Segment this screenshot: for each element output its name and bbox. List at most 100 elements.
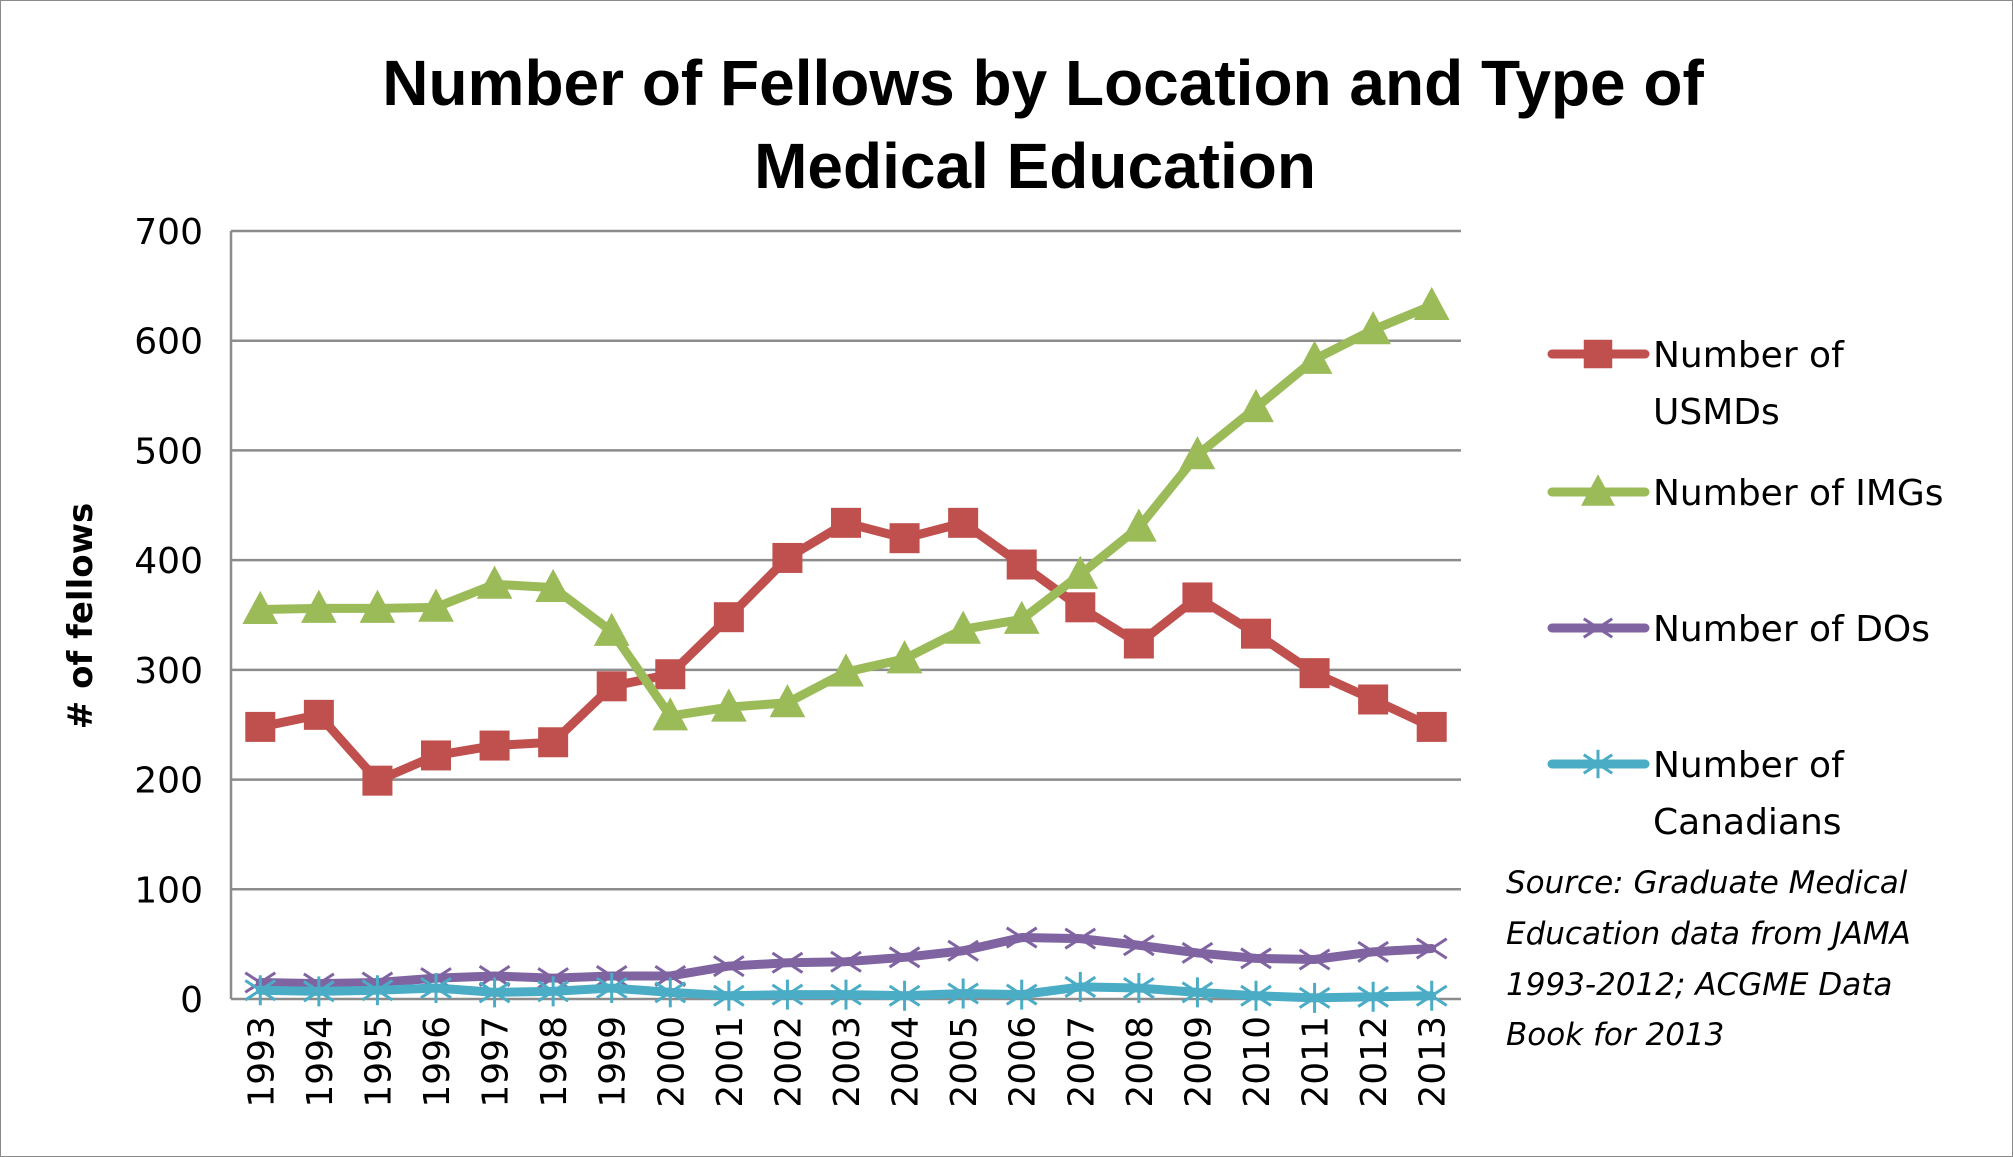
square-marker — [831, 507, 861, 538]
x-marker — [1064, 927, 1097, 950]
star-marker — [1298, 982, 1331, 1013]
triangle-marker — [769, 684, 806, 718]
x-marker — [1005, 926, 1038, 949]
square-marker — [1123, 628, 1154, 659]
x-tick-label: 1993 — [241, 1016, 282, 1108]
x-marker — [713, 955, 745, 978]
legend-label: Number of — [1653, 335, 1845, 376]
star-marker — [1005, 979, 1038, 1010]
y-tick-label: 600 — [134, 322, 203, 363]
legend-label: Canadians — [1653, 802, 1842, 843]
star-marker — [420, 973, 452, 1004]
legend-label: Number of DOs — [1653, 609, 1930, 650]
legend-label: Number of IMGs — [1653, 473, 1944, 514]
x-tick-label: 2006 — [1003, 1016, 1044, 1108]
square-marker — [772, 542, 803, 573]
square-marker — [1416, 711, 1447, 742]
x-marker — [947, 939, 979, 962]
triangle-marker — [886, 640, 923, 674]
star-marker — [595, 973, 628, 1004]
x-marker — [1582, 617, 1614, 639]
square-marker — [421, 740, 451, 771]
x-tick-label: 2011 — [1296, 1016, 1337, 1108]
square-marker — [303, 699, 334, 730]
x-marker — [1415, 937, 1448, 960]
square-marker — [1182, 582, 1213, 613]
x-tick-label: 1998 — [534, 1016, 575, 1108]
triangle-marker — [593, 612, 630, 646]
square-marker — [1241, 618, 1271, 649]
x-tick-label: 1994 — [300, 1016, 341, 1108]
x-marker — [1240, 947, 1272, 970]
triangle-marker — [476, 565, 513, 599]
x-tick-label: 1995 — [358, 1016, 399, 1108]
x-tick-label: 2008 — [1120, 1016, 1161, 1108]
square-marker — [713, 602, 744, 633]
x-marker — [1181, 941, 1214, 964]
triangle-marker — [652, 697, 689, 731]
series-number-of-canadians — [244, 971, 1448, 1013]
legend-label: Number of — [1653, 745, 1845, 786]
legend-entry: Number of IMGs — [1547, 473, 1944, 514]
legend-entry: Number of Canadians — [1547, 745, 1845, 843]
star-marker — [1415, 980, 1448, 1011]
x-tick-label: 1999 — [593, 1016, 634, 1108]
triangle-marker — [418, 588, 454, 622]
x-tick-label: 2004 — [886, 1016, 927, 1108]
y-tick-label: 0 — [180, 980, 203, 1021]
square-marker — [479, 730, 510, 761]
chart-title-line-1: Number of Fellows by Location and Type o… — [382, 47, 1704, 119]
triangle-marker — [359, 589, 396, 623]
star-marker — [303, 976, 335, 1007]
x-tick-label: 1996 — [417, 1016, 458, 1108]
triangle-marker — [711, 688, 747, 722]
triangle-marker — [301, 589, 337, 623]
y-tick-label: 200 — [134, 761, 203, 802]
square-marker — [1583, 339, 1613, 369]
chart-title-line-2: Medical Education — [754, 130, 1316, 202]
y-tick-label: 100 — [134, 870, 203, 911]
triangle-marker — [828, 653, 864, 687]
source-note-line: 1993-2012; ACGME Data — [1506, 967, 1892, 1003]
x-tick-label: 2010 — [1237, 1016, 1278, 1108]
x-marker — [888, 946, 921, 969]
triangle-marker — [1003, 600, 1040, 634]
square-marker — [948, 507, 979, 538]
star-marker — [947, 978, 979, 1009]
square-marker — [245, 711, 276, 742]
square-marker — [655, 659, 686, 690]
x-tick-label: 2003 — [827, 1016, 868, 1108]
x-tick-label: 2001 — [710, 1016, 751, 1108]
y-tick-label: 500 — [134, 431, 203, 472]
triangle-marker — [1238, 388, 1274, 423]
square-marker — [889, 523, 920, 554]
star-marker — [478, 977, 511, 1008]
x-marker — [771, 951, 804, 974]
triangle-marker — [535, 568, 571, 603]
y-axis-title: # of fellows — [61, 503, 101, 729]
x-tick-label: 2013 — [1413, 1016, 1454, 1108]
series-number-of-imgs — [242, 286, 1450, 731]
star-marker — [537, 976, 569, 1007]
star-marker — [1181, 977, 1214, 1008]
x-tick-label: 2002 — [768, 1016, 809, 1108]
star-marker — [1240, 980, 1272, 1011]
star-marker — [771, 979, 804, 1010]
source-note-line: Book for 2013 — [1506, 1017, 1724, 1053]
square-marker — [596, 671, 627, 702]
star-marker — [244, 975, 277, 1006]
star-marker — [1064, 971, 1097, 1002]
triangle-marker — [1179, 436, 1216, 470]
source-note-line: Source: Graduate Medical — [1506, 865, 1908, 901]
y-tick-label: 700 — [134, 212, 203, 253]
x-marker — [1123, 934, 1155, 957]
square-marker — [538, 727, 569, 758]
x-marker — [478, 964, 511, 987]
star-marker — [654, 977, 687, 1008]
y-tick-label: 300 — [134, 651, 203, 692]
x-marker — [830, 950, 862, 973]
x-tick-label: 2009 — [1178, 1016, 1219, 1108]
y-tick-label: 400 — [134, 541, 203, 582]
x-marker — [1357, 940, 1389, 963]
triangle-marker — [1355, 311, 1391, 345]
